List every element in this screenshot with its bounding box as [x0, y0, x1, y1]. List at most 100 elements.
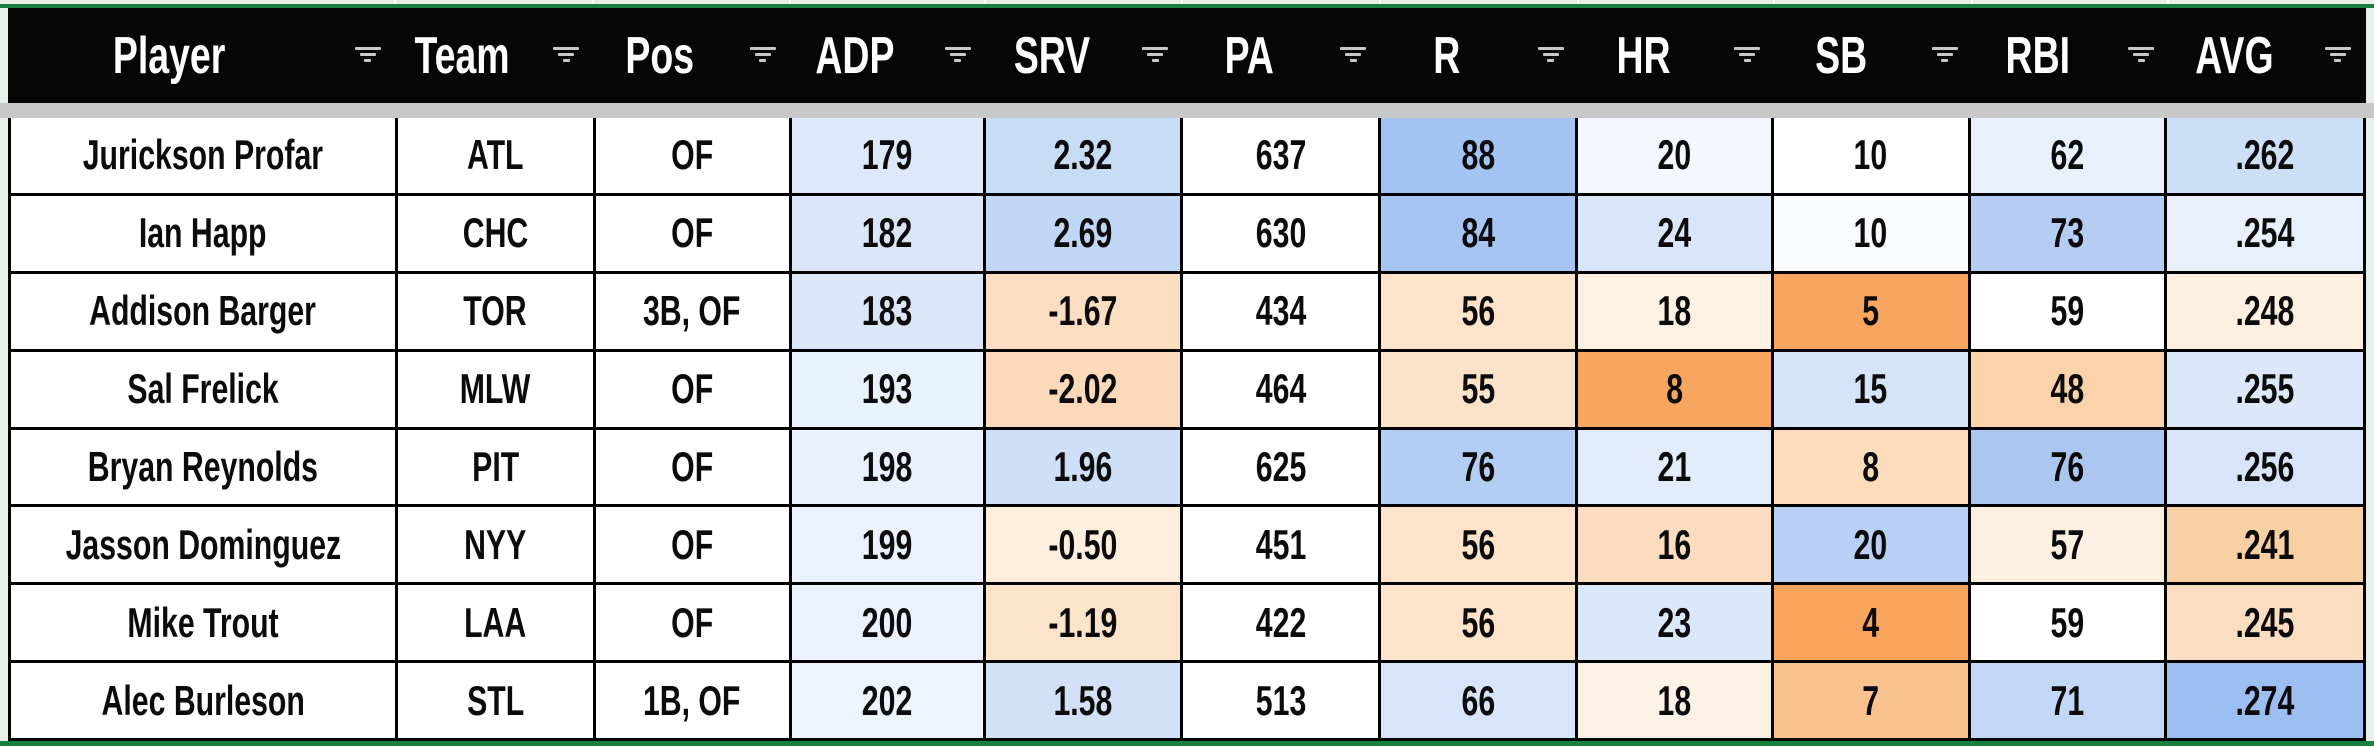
cell-team[interactable]: LAA	[397, 585, 596, 661]
cell-srv[interactable]: 2.69	[986, 195, 1184, 271]
cell-sb[interactable]: 15	[1773, 351, 1971, 427]
cell-avg[interactable]: .262	[2166, 118, 2363, 193]
column-header-player[interactable]: Player	[8, 8, 396, 103]
cell-srv[interactable]: -1.67	[986, 273, 1184, 349]
column-header-hr[interactable]: HR	[1579, 8, 1775, 103]
cell-r[interactable]: 88	[1380, 118, 1578, 193]
cell-r[interactable]: 56	[1380, 585, 1578, 661]
cell-hr[interactable]: 18	[1577, 273, 1774, 349]
cell-adp[interactable]: 183	[791, 273, 987, 349]
cell-pos[interactable]: 1B, OF	[595, 663, 792, 738]
cell-pos[interactable]: OF	[595, 507, 792, 583]
cell-sb[interactable]: 20	[1773, 507, 1971, 583]
cell-avg[interactable]: .248	[2166, 273, 2363, 349]
filter-icon[interactable]	[1141, 46, 1169, 62]
cell-pa[interactable]: 464	[1183, 351, 1381, 427]
cell-srv[interactable]: -0.50	[986, 507, 1184, 583]
cell-pa[interactable]: 513	[1183, 663, 1381, 738]
cell-avg[interactable]: .241	[2166, 507, 2363, 583]
filter-icon[interactable]	[749, 46, 777, 62]
cell-team[interactable]: MLW	[397, 351, 596, 427]
cell-r[interactable]: 56	[1380, 273, 1578, 349]
cell-avg[interactable]: .255	[2166, 351, 2363, 427]
cell-adp[interactable]: 179	[791, 118, 987, 193]
cell-player[interactable]: Jurickson Profar	[11, 118, 398, 193]
cell-srv[interactable]: 2.32	[986, 118, 1184, 193]
filter-icon[interactable]	[1931, 46, 1959, 62]
cell-pos[interactable]: OF	[595, 585, 792, 661]
column-header-adp[interactable]: ADP	[791, 8, 986, 103]
cell-team[interactable]: CHC	[397, 195, 596, 271]
column-header-pa[interactable]: PA	[1183, 8, 1381, 103]
cell-pa[interactable]: 434	[1183, 273, 1381, 349]
cell-avg[interactable]: .256	[2166, 429, 2363, 505]
cell-player[interactable]: Sal Frelick	[11, 351, 398, 427]
cell-r[interactable]: 66	[1380, 663, 1578, 738]
cell-r[interactable]: 76	[1380, 429, 1578, 505]
cell-sb[interactable]: 4	[1773, 585, 1971, 661]
filter-icon[interactable]	[1537, 46, 1565, 62]
cell-hr[interactable]: 21	[1577, 429, 1774, 505]
cell-srv[interactable]: -2.02	[986, 351, 1184, 427]
cell-rbi[interactable]: 73	[1970, 195, 2167, 271]
cell-pos[interactable]: OF	[595, 118, 792, 193]
cell-rbi[interactable]: 57	[1970, 507, 2167, 583]
cell-hr[interactable]: 24	[1577, 195, 1774, 271]
filter-icon[interactable]	[2324, 46, 2352, 62]
column-header-pos[interactable]: Pos	[594, 8, 790, 103]
cell-adp[interactable]: 198	[791, 429, 987, 505]
column-header-r[interactable]: R	[1381, 8, 1578, 103]
cell-srv[interactable]: 1.96	[986, 429, 1184, 505]
cell-rbi[interactable]: 59	[1970, 585, 2167, 661]
cell-team[interactable]: TOR	[397, 273, 596, 349]
cell-pos[interactable]: 3B, OF	[595, 273, 792, 349]
cell-r[interactable]: 56	[1380, 507, 1578, 583]
cell-player[interactable]: Jasson Dominguez	[11, 507, 398, 583]
cell-pos[interactable]: OF	[595, 351, 792, 427]
cell-adp[interactable]: 200	[791, 585, 987, 661]
cell-player[interactable]: Addison Barger	[11, 273, 398, 349]
cell-player[interactable]: Ian Happ	[11, 195, 398, 271]
cell-player[interactable]: Mike Trout	[11, 585, 398, 661]
cell-pa[interactable]: 637	[1183, 118, 1381, 193]
cell-adp[interactable]: 202	[791, 663, 987, 738]
column-header-team[interactable]: Team	[396, 8, 594, 103]
cell-sb[interactable]: 10	[1773, 195, 1971, 271]
column-header-avg[interactable]: AVG	[2169, 8, 2366, 103]
filter-icon[interactable]	[354, 46, 382, 62]
cell-sb[interactable]: 7	[1773, 663, 1971, 738]
cell-rbi[interactable]: 62	[1970, 118, 2167, 193]
column-header-sb[interactable]: SB	[1775, 8, 1972, 103]
cell-avg[interactable]: .274	[2166, 663, 2363, 738]
filter-icon[interactable]	[1733, 46, 1761, 62]
cell-pa[interactable]: 630	[1183, 195, 1381, 271]
cell-adp[interactable]: 182	[791, 195, 987, 271]
cell-sb[interactable]: 5	[1773, 273, 1971, 349]
cell-pos[interactable]: OF	[595, 429, 792, 505]
cell-srv[interactable]: -1.19	[986, 585, 1184, 661]
column-header-srv[interactable]: SRV	[986, 8, 1183, 103]
cell-rbi[interactable]: 76	[1970, 429, 2167, 505]
cell-pa[interactable]: 422	[1183, 585, 1381, 661]
filter-icon[interactable]	[1339, 46, 1367, 62]
cell-pa[interactable]: 625	[1183, 429, 1381, 505]
cell-adp[interactable]: 199	[791, 507, 987, 583]
cell-avg[interactable]: .245	[2166, 585, 2363, 661]
cell-adp[interactable]: 193	[791, 351, 987, 427]
cell-avg[interactable]: .254	[2166, 195, 2363, 271]
cell-pa[interactable]: 451	[1183, 507, 1381, 583]
cell-player[interactable]: Alec Burleson	[11, 663, 398, 738]
cell-team[interactable]: STL	[397, 663, 596, 738]
cell-sb[interactable]: 8	[1773, 429, 1971, 505]
filter-icon[interactable]	[2127, 46, 2155, 62]
cell-team[interactable]: ATL	[397, 118, 596, 193]
column-header-rbi[interactable]: RBI	[1973, 8, 2169, 103]
cell-r[interactable]: 84	[1380, 195, 1578, 271]
cell-team[interactable]: PIT	[397, 429, 596, 505]
cell-player[interactable]: Bryan Reynolds	[11, 429, 398, 505]
cell-hr[interactable]: 23	[1577, 585, 1774, 661]
cell-team[interactable]: NYY	[397, 507, 596, 583]
cell-hr[interactable]: 8	[1577, 351, 1774, 427]
filter-icon[interactable]	[944, 46, 972, 62]
cell-srv[interactable]: 1.58	[986, 663, 1184, 738]
